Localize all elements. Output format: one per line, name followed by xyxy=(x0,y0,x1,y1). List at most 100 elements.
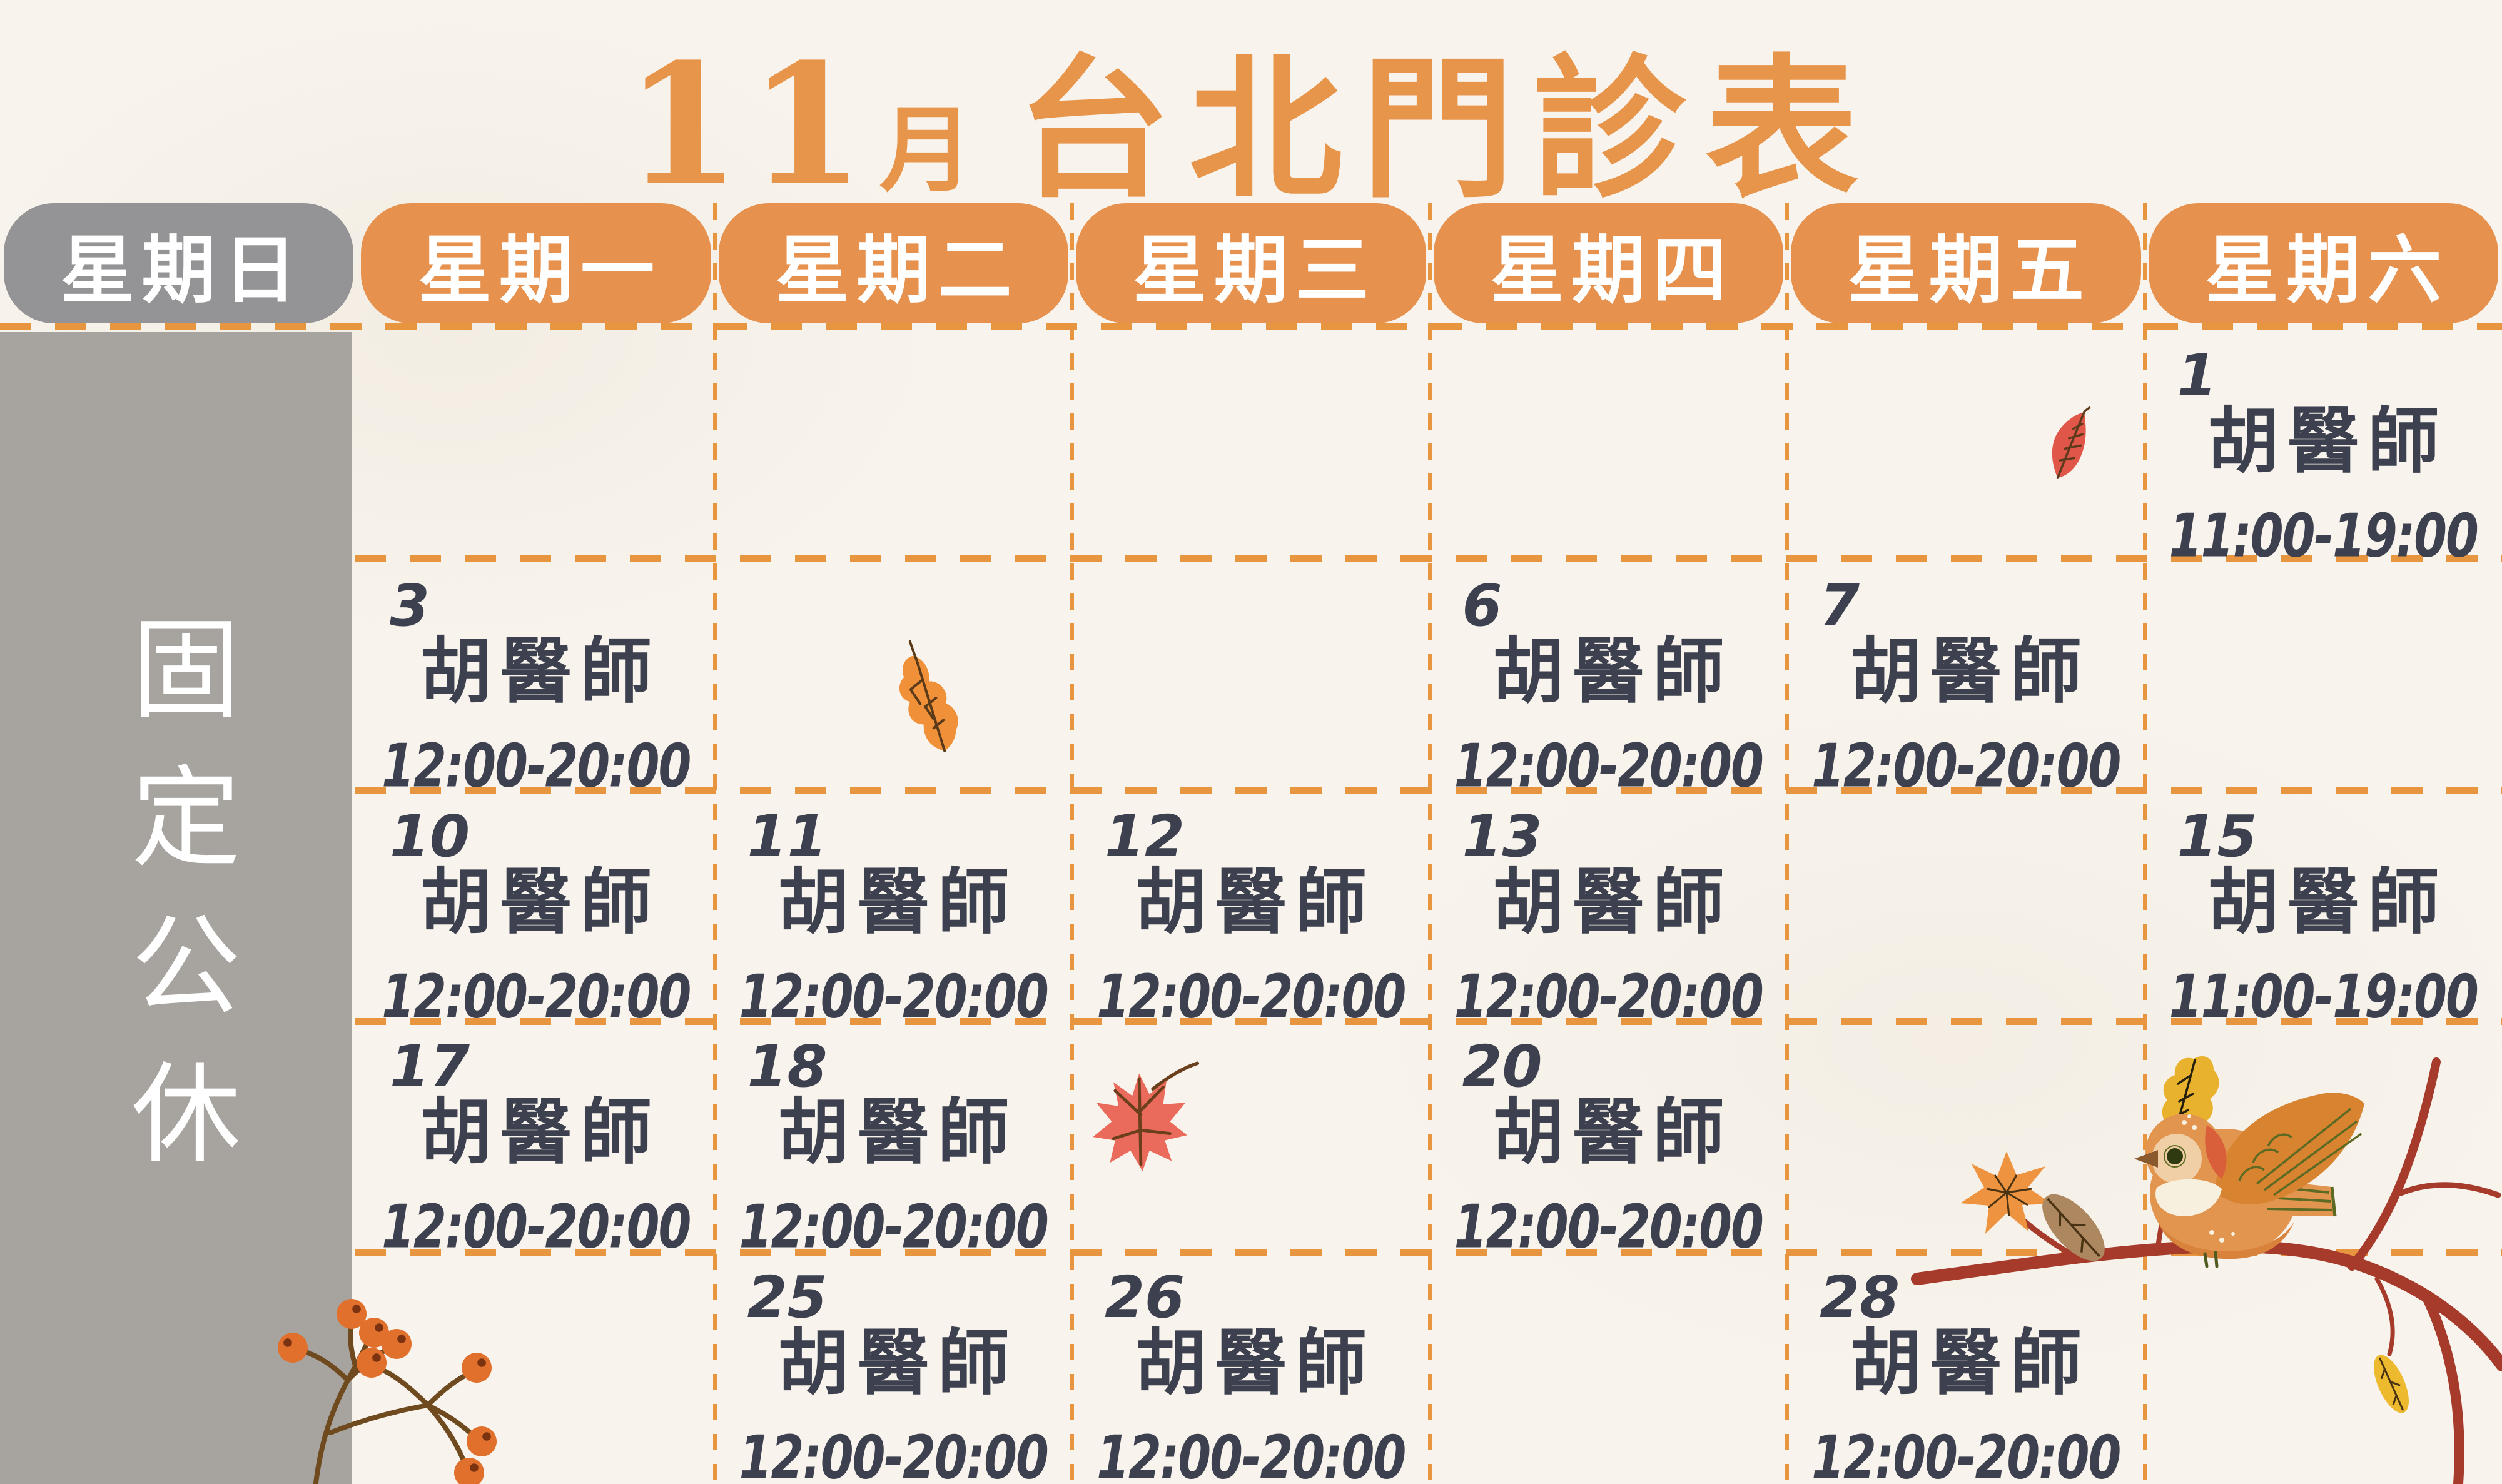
weekday-header-1: 星期一 xyxy=(361,203,711,323)
doctor-name: 胡醫師 xyxy=(1492,1090,1733,1174)
clinic-hours: 12:00-20:00 xyxy=(739,1421,1049,1484)
doctor-name: 胡醫師 xyxy=(1492,629,1733,714)
date-number: 1 xyxy=(2177,342,2217,409)
day-cell-28: 28 胡醫師 12:00-20:00 xyxy=(1787,1254,2145,1484)
weekday-header-5: 星期五 xyxy=(1791,203,2141,323)
weekday-header-row: 星期日 星期一 星期二 星期三 星期四 星期五 星期六 xyxy=(0,203,2502,323)
weekday-label: 星期三 xyxy=(1132,226,1377,313)
sunday-closed-note: 固定公休 xyxy=(113,612,240,1204)
weekday-label: 星期日 xyxy=(60,226,305,313)
doctor-name: 胡醫師 xyxy=(2207,859,2448,944)
hanging-yellow-leaf-icon xyxy=(2374,1355,2409,1413)
title-month-unit: 月 xyxy=(879,95,973,205)
bird-on-branch-illustration xyxy=(1911,1056,2502,1484)
weekday-header-4: 星期四 xyxy=(1433,203,1784,323)
doctor-name: 胡醫師 xyxy=(2207,399,2448,483)
column-divider-line xyxy=(2142,203,2147,1484)
date-number: 10 xyxy=(390,802,470,870)
doctor-name: 胡醫師 xyxy=(777,1320,1018,1405)
date-number: 3 xyxy=(390,572,430,640)
day-cell-1: 1 胡醫師 11:00-19:00 xyxy=(2145,332,2502,570)
weekday-label: 星期二 xyxy=(775,226,1020,313)
date-number: 25 xyxy=(747,1263,828,1331)
clinic-hours: 12:00-20:00 xyxy=(382,1191,691,1262)
weekday-header-3: 星期三 xyxy=(1076,203,1426,323)
orange-leaf-icon xyxy=(899,640,958,752)
title-month-number: 11 xyxy=(625,28,873,222)
clinic-hours: 12:00-20:00 xyxy=(1454,730,1764,801)
day-cell-12: 12 胡醫師 12:00-20:00 xyxy=(1072,793,1430,1031)
column-divider-line xyxy=(1070,203,1075,1484)
clinic-hours: 11:00-19:00 xyxy=(2169,961,2479,1031)
brown-leaf-icon xyxy=(2042,1194,2105,1261)
date-number: 6 xyxy=(1462,572,1502,640)
berry-branch-icon xyxy=(278,1299,497,1484)
doctor-name: 胡醫師 xyxy=(420,859,661,944)
sunday-closed-column: 固定公休 xyxy=(0,332,352,1484)
title-text: 台北門診表 xyxy=(1016,39,1877,219)
doctor-name: 胡醫師 xyxy=(420,629,661,714)
doctor-name: 胡醫師 xyxy=(1850,1320,2090,1405)
clinic-hours: 12:00-20:00 xyxy=(382,730,691,801)
doctor-name: 胡醫師 xyxy=(1492,859,1733,944)
row-divider-line xyxy=(355,555,2502,562)
date-number: 20 xyxy=(1462,1033,1542,1101)
column-divider-line xyxy=(1785,203,1790,1484)
day-cell-10: 10 胡醫師 12:00-20:00 xyxy=(357,793,715,1031)
clinic-hours: 12:00-20:00 xyxy=(739,961,1049,1031)
row-divider-line xyxy=(355,787,2502,794)
weekday-label: 星期四 xyxy=(1490,226,1735,313)
day-cell-7: 7 胡醫師 12:00-20:00 xyxy=(1787,562,2145,800)
date-number: 17 xyxy=(390,1033,470,1101)
day-cell-17: 17 胡醫師 12:00-20:00 xyxy=(357,1023,715,1261)
date-number: 15 xyxy=(2177,802,2257,870)
column-divider-line xyxy=(712,203,717,1484)
day-cell-11: 11 胡醫師 12:00-20:00 xyxy=(715,793,1073,1031)
doctor-name: 胡醫師 xyxy=(1135,859,1375,944)
doctor-name: 胡醫師 xyxy=(1850,629,2090,714)
day-cell-26: 26 胡醫師 12:00-20:00 xyxy=(1072,1254,1430,1484)
maple-leaf-icon xyxy=(1093,1061,1200,1171)
clinic-hours: 12:00-20:00 xyxy=(1097,1421,1406,1484)
clinic-hours: 12:00-20:00 xyxy=(1097,961,1406,1031)
doctor-name: 胡醫師 xyxy=(1135,1320,1375,1405)
weekday-header-2: 星期二 xyxy=(718,203,1069,323)
day-cell-20: 20 胡醫師 12:00-20:00 xyxy=(1430,1023,1788,1261)
day-cell-25: 25 胡醫師 12:00-20:00 xyxy=(715,1254,1073,1484)
doctor-name: 胡醫師 xyxy=(777,1090,1018,1174)
date-number: 26 xyxy=(1105,1263,1185,1331)
day-cell-6: 6 胡醫師 12:00-20:00 xyxy=(1430,562,1788,800)
row-divider-line xyxy=(355,1249,2502,1256)
clinic-hours: 12:00-20:00 xyxy=(1454,1191,1764,1262)
date-number: 18 xyxy=(747,1033,828,1101)
calendar-grid: 1 胡醫師 11:00-19:00 3 胡醫師 12:00-20:00 6 胡醫師 12:00-… xyxy=(357,332,2502,1484)
day-cell-15: 15 胡醫師 11:00-19:00 xyxy=(2145,793,2502,1031)
clinic-hours: 12:00-20:00 xyxy=(1811,730,2121,801)
weekday-header-0: 星期日 xyxy=(4,203,354,323)
date-number: 12 xyxy=(1105,802,1185,870)
page-title: 11 月 台北門診表 xyxy=(0,5,2502,222)
weekday-label: 星期一 xyxy=(418,226,662,313)
weekday-label: 星期六 xyxy=(2205,226,2449,313)
flower-icon xyxy=(1960,1151,2052,1234)
date-number: 7 xyxy=(1820,572,1860,640)
red-leaf-icon xyxy=(2052,406,2091,479)
bird-icon xyxy=(2134,1093,2364,1268)
date-number: 13 xyxy=(1462,802,1542,870)
clinic-hours: 12:00-20:00 xyxy=(382,961,691,1031)
day-cell-18: 18 胡醫師 12:00-20:00 xyxy=(715,1023,1073,1261)
clinic-hours: 12:00-20:00 xyxy=(739,1191,1049,1262)
clinic-hours: 11:00-19:00 xyxy=(2169,500,2479,571)
header-divider-line xyxy=(0,323,2502,330)
doctor-name: 胡醫師 xyxy=(777,859,1018,944)
doctor-name: 胡醫師 xyxy=(420,1090,661,1174)
column-divider-line xyxy=(1427,203,1432,1484)
row-divider-line xyxy=(355,1018,2502,1025)
day-cell-13: 13 胡醫師 12:00-20:00 xyxy=(1430,793,1788,1031)
branch xyxy=(1911,1057,2502,1484)
date-number: 11 xyxy=(747,802,828,870)
date-number: 28 xyxy=(1820,1263,1900,1331)
day-cell-3: 3 胡醫師 12:00-20:00 xyxy=(357,562,715,800)
clinic-hours: 12:00-20:00 xyxy=(1811,1421,2121,1484)
